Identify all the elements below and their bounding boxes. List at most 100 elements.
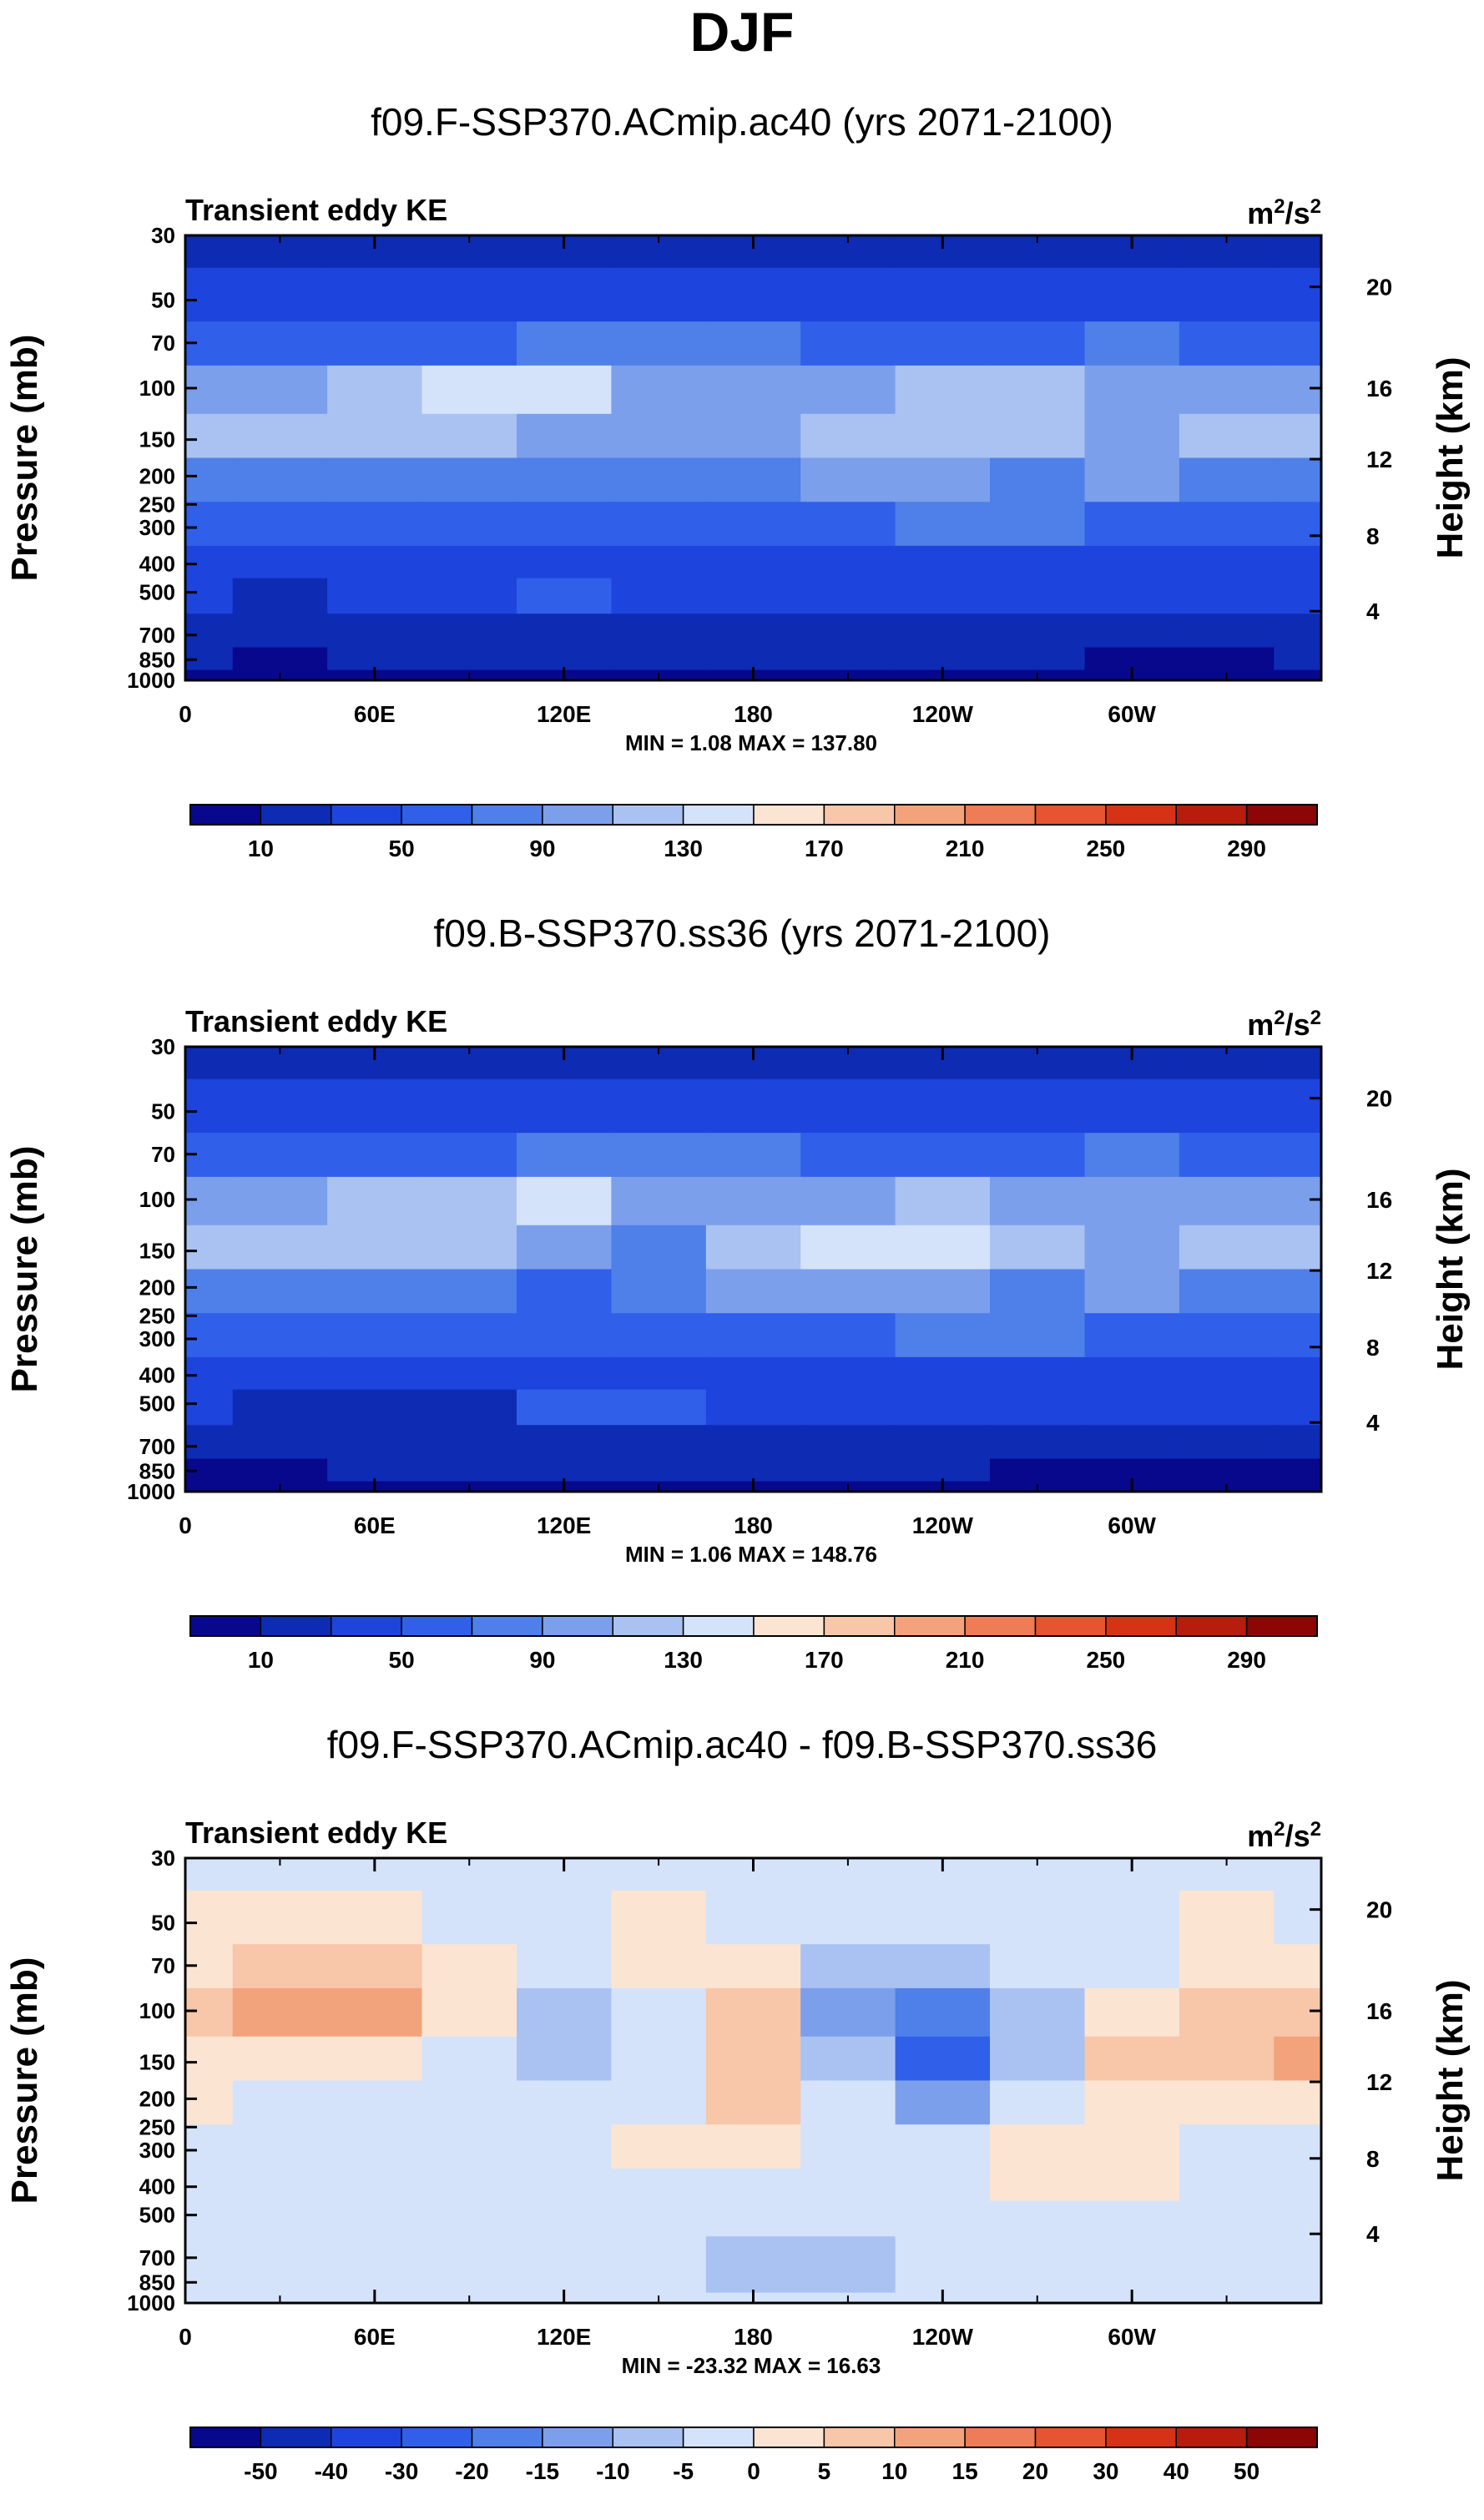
field-cell bbox=[705, 2236, 801, 2271]
units-mid: /s bbox=[1285, 1007, 1310, 1042]
y2-tick-label: 16 bbox=[1366, 1998, 1392, 2024]
field-cell bbox=[421, 2200, 517, 2237]
field-cell bbox=[517, 267, 612, 322]
field-cell bbox=[895, 647, 991, 671]
x-tick-label: 0 bbox=[179, 2324, 192, 2350]
field-cell bbox=[1274, 1458, 1322, 1482]
y-tick-label: 1000 bbox=[127, 1479, 175, 1504]
field-cell bbox=[327, 1225, 423, 1270]
field-cell bbox=[1179, 1944, 1275, 1989]
units-exp1: 2 bbox=[1274, 1818, 1285, 1841]
field-cell bbox=[232, 321, 328, 366]
y-tick-label: 850 bbox=[139, 647, 175, 672]
y2-tick-label: 8 bbox=[1366, 1335, 1380, 1361]
colorbar-swatch bbox=[894, 1615, 966, 1637]
field-cell bbox=[895, 2200, 991, 2237]
field-cell bbox=[517, 2270, 612, 2294]
field-cell bbox=[611, 2036, 707, 2082]
field-cell bbox=[1274, 2292, 1322, 2304]
field-cell bbox=[517, 2124, 612, 2169]
field-cell bbox=[1084, 545, 1180, 579]
x-tick-label: 120E bbox=[537, 2324, 591, 2350]
y-tick-label: 700 bbox=[139, 1434, 175, 1459]
field-cell bbox=[327, 1890, 423, 1945]
field-cell bbox=[517, 413, 612, 459]
x-tick-label: 60E bbox=[354, 2324, 396, 2350]
field-cell bbox=[327, 614, 423, 649]
field-cell bbox=[895, 545, 991, 579]
field-cell bbox=[1084, 578, 1180, 614]
units-mid: /s bbox=[1285, 1819, 1310, 1853]
field-cell bbox=[611, 2236, 707, 2271]
field-cell bbox=[517, 1944, 612, 1989]
field-cell bbox=[895, 614, 991, 649]
y2-tick-label: 20 bbox=[1366, 275, 1392, 300]
field-cell bbox=[185, 2236, 234, 2271]
field-cell bbox=[421, 1133, 517, 1178]
field-cell bbox=[1084, 647, 1180, 671]
y-tick-label: 100 bbox=[139, 1998, 175, 2023]
contour-field bbox=[185, 1858, 1322, 2304]
y-tick-label: 30 bbox=[151, 223, 175, 248]
field-cell bbox=[800, 1225, 896, 1270]
field-cell bbox=[327, 1458, 423, 1482]
field-cell bbox=[1274, 321, 1322, 366]
colorbar-swatch bbox=[1175, 804, 1248, 826]
y-tick-label: 500 bbox=[139, 2203, 175, 2228]
left-label: Transient eddy KE bbox=[185, 1816, 447, 1850]
field-cell bbox=[800, 545, 896, 579]
units-exp2: 2 bbox=[1310, 1818, 1321, 1841]
field-cell bbox=[1274, 1078, 1322, 1134]
field-cell bbox=[1179, 1356, 1275, 1391]
field-cell bbox=[232, 1313, 328, 1358]
field-cell bbox=[232, 1269, 328, 1314]
field-cell bbox=[611, 578, 707, 614]
field-cell bbox=[990, 545, 1085, 579]
field-cell bbox=[185, 1425, 234, 1460]
field-cell bbox=[421, 1425, 517, 1460]
field-cell bbox=[1274, 1987, 1322, 2038]
colorbar-label: -20 bbox=[455, 2458, 488, 2484]
field-cell bbox=[1084, 1133, 1180, 1178]
left-label: Transient eddy KE bbox=[185, 1004, 447, 1038]
field-cell bbox=[327, 321, 423, 366]
field-cell bbox=[517, 2236, 612, 2271]
x-tick-label: 0 bbox=[179, 1513, 192, 1538]
field-cell bbox=[1084, 2270, 1180, 2294]
field-cell bbox=[705, 2270, 801, 2294]
field-cell bbox=[232, 1356, 328, 1391]
colorbar-label: 50 bbox=[1234, 2458, 1259, 2484]
field-cell bbox=[1274, 2124, 1322, 2169]
field-cell bbox=[705, 1356, 801, 1391]
field-cell bbox=[800, 321, 896, 366]
field-cell bbox=[1179, 2270, 1275, 2294]
field-cell bbox=[517, 1225, 612, 1270]
field-cell bbox=[611, 2124, 707, 2169]
field-cell bbox=[232, 1458, 328, 1482]
field-cell bbox=[232, 1944, 328, 1989]
field-cell bbox=[327, 2080, 423, 2125]
field-cell bbox=[517, 1890, 612, 1945]
y-tick-label: 30 bbox=[151, 1846, 175, 1871]
field-cell bbox=[232, 1176, 328, 1226]
field-cell bbox=[421, 1078, 517, 1134]
field-cell bbox=[1179, 457, 1275, 502]
field-cell bbox=[185, 545, 234, 579]
field-cell bbox=[1274, 2036, 1322, 2082]
y2-tick-label: 12 bbox=[1366, 2069, 1392, 2095]
y-tick-label: 1000 bbox=[127, 2290, 175, 2315]
colorbar-swatch bbox=[189, 2427, 262, 2448]
y2-tick-label: 20 bbox=[1366, 1086, 1392, 1112]
units-exp2: 2 bbox=[1310, 195, 1321, 218]
field-cell bbox=[1274, 545, 1322, 579]
field-cell bbox=[1179, 1389, 1275, 1426]
field-cell bbox=[990, 1176, 1085, 1226]
colorbar-swatch bbox=[260, 804, 332, 826]
y2-tick-label: 16 bbox=[1366, 376, 1392, 401]
field-cell bbox=[517, 578, 612, 614]
field-cell bbox=[1274, 1269, 1322, 1314]
colorbar-swatch bbox=[1105, 804, 1178, 826]
field-cell bbox=[1274, 1389, 1322, 1426]
field-cell bbox=[1084, 365, 1180, 415]
field-cell bbox=[232, 413, 328, 459]
